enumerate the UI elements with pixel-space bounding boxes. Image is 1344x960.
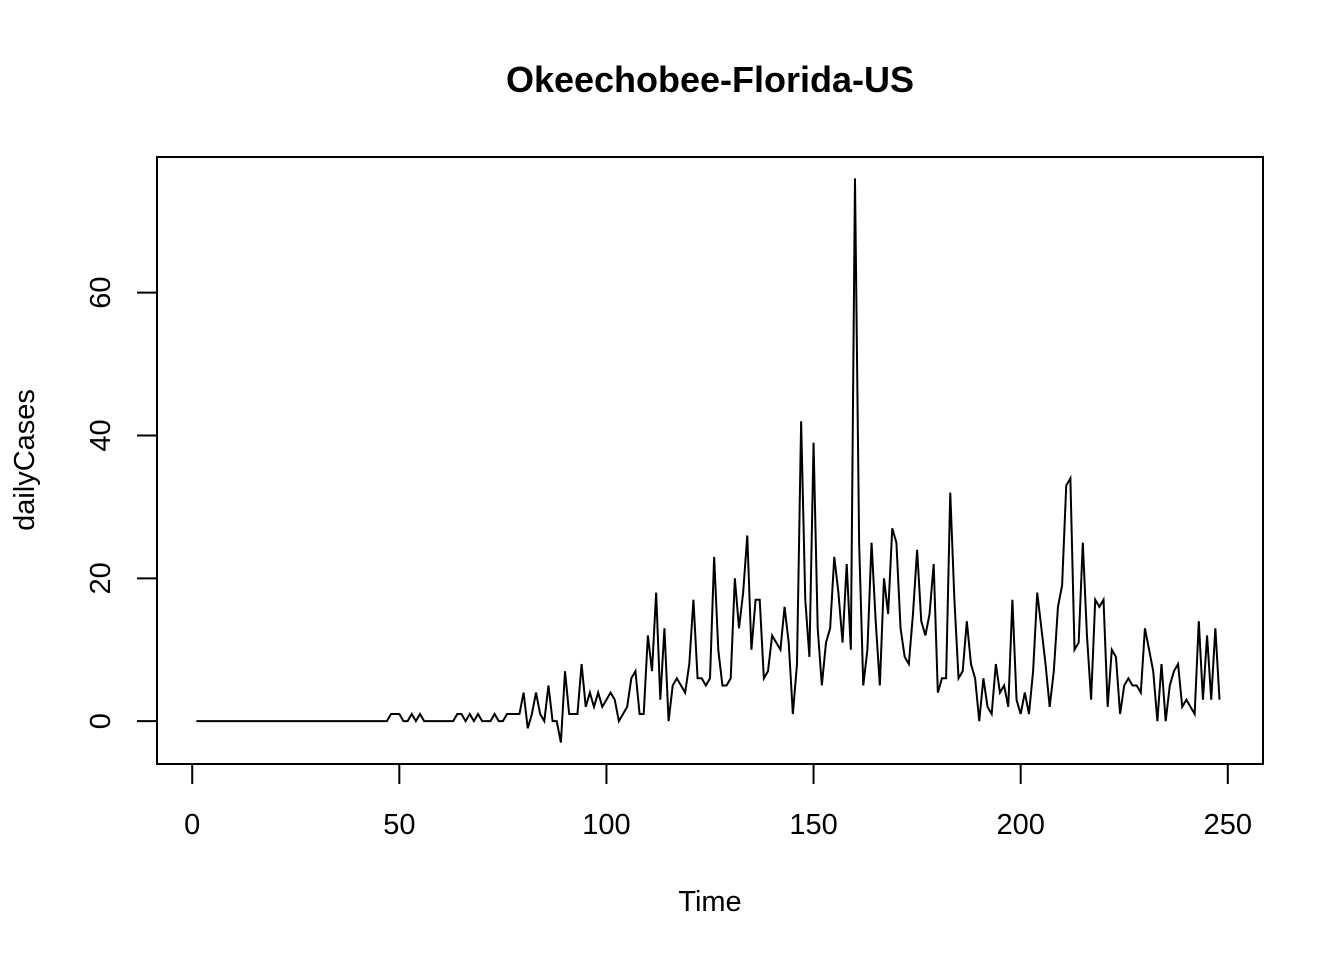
- y-axis: 0 20 40 60: [85, 277, 158, 729]
- y-axis-label: dailyCases: [9, 389, 41, 531]
- x-tick-label: 250: [1204, 809, 1252, 841]
- x-tick-label: 0: [184, 809, 200, 841]
- chart-title: Okeechobee-Florida-US: [506, 59, 914, 100]
- x-axis: 0 50 100 150 200 250: [184, 763, 1252, 841]
- x-tick-label: 100: [582, 809, 630, 841]
- x-tick-label: 150: [789, 809, 837, 841]
- series-line: [196, 178, 1221, 743]
- x-axis-label: Time: [678, 886, 741, 918]
- y-tick-label: 0: [85, 713, 117, 729]
- y-tick-label: 60: [85, 277, 117, 309]
- x-tick-label: 50: [383, 809, 415, 841]
- y-tick-label: 20: [85, 562, 117, 594]
- x-tick-label: 200: [996, 809, 1044, 841]
- y-tick-label: 40: [85, 419, 117, 451]
